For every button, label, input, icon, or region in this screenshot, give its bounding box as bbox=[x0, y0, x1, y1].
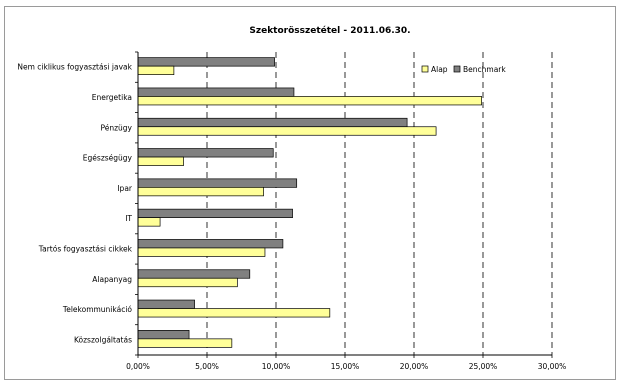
bar-benchmark-6 bbox=[137, 239, 284, 249]
category-label-9: Közszolgáltatás bbox=[74, 335, 132, 344]
x-tick-label-5: 25,00% bbox=[469, 362, 498, 371]
bar-alap-4 bbox=[137, 187, 264, 197]
x-tick-label-4: 20,00% bbox=[400, 362, 429, 371]
bar-benchmark-3 bbox=[137, 148, 274, 158]
category-label-7: Alapanyag bbox=[92, 275, 132, 284]
bar-benchmark-1 bbox=[137, 87, 295, 97]
bar-benchmark-7 bbox=[137, 269, 251, 279]
bar-alap-8 bbox=[137, 308, 331, 318]
x-tick-labels: 0,00% 5,00% 10,00% 15,00% 20,00% 25,00% 30,00% bbox=[126, 362, 566, 371]
bar-alap-3 bbox=[137, 156, 184, 166]
bars bbox=[137, 57, 482, 348]
category-label-5: IT bbox=[125, 214, 132, 223]
category-labels: Nem ciklikus fogyasztási javak Energetika… bbox=[17, 63, 133, 345]
bar-alap-1 bbox=[137, 96, 482, 106]
x-tick-label-1: 5,00% bbox=[195, 362, 219, 371]
legend-label-alap: Alap bbox=[431, 65, 448, 74]
bar-alap-2 bbox=[137, 126, 437, 136]
bar-benchmark-9 bbox=[137, 330, 190, 340]
bar-alap-7 bbox=[137, 277, 238, 288]
chart-frame bbox=[4, 6, 616, 380]
legend-label-benchmark: Benchmark bbox=[463, 65, 506, 74]
legend-swatch-benchmark bbox=[453, 65, 461, 73]
category-label-8: Telekommunikáció bbox=[62, 305, 133, 314]
legend: Alap Benchmark bbox=[421, 65, 506, 74]
x-tick-label-6: 30,00% bbox=[538, 362, 567, 371]
bar-alap-6 bbox=[137, 247, 266, 257]
bar-benchmark-5 bbox=[137, 208, 293, 218]
category-label-6: Tartós fogyasztási cikkek bbox=[38, 244, 133, 253]
x-tick-label-3: 15,00% bbox=[331, 362, 360, 371]
bar-alap-9 bbox=[137, 338, 233, 348]
bar-alap-5 bbox=[137, 217, 161, 227]
bar-alap-0 bbox=[137, 65, 175, 76]
bar-benchmark-0 bbox=[137, 57, 275, 67]
bar-benchmark-2 bbox=[137, 117, 408, 128]
bar-benchmark-8 bbox=[137, 299, 195, 309]
x-tick-label-2: 10,00% bbox=[262, 362, 291, 371]
category-label-3: Egészségügy bbox=[83, 154, 133, 163]
category-label-1: Energetika bbox=[92, 93, 132, 102]
chart-title: Szektorösszetétel - 2011.06.30. bbox=[249, 25, 410, 36]
legend-swatch-alap bbox=[421, 65, 429, 73]
category-label-0: Nem ciklikus fogyasztási javak bbox=[17, 63, 132, 72]
x-tick-label-0: 0,00% bbox=[126, 362, 150, 371]
axes bbox=[135, 51, 553, 358]
bar-benchmark-4 bbox=[137, 178, 298, 188]
category-label-4: Ipar bbox=[117, 184, 133, 193]
category-label-2: Pénzügy bbox=[100, 123, 132, 132]
